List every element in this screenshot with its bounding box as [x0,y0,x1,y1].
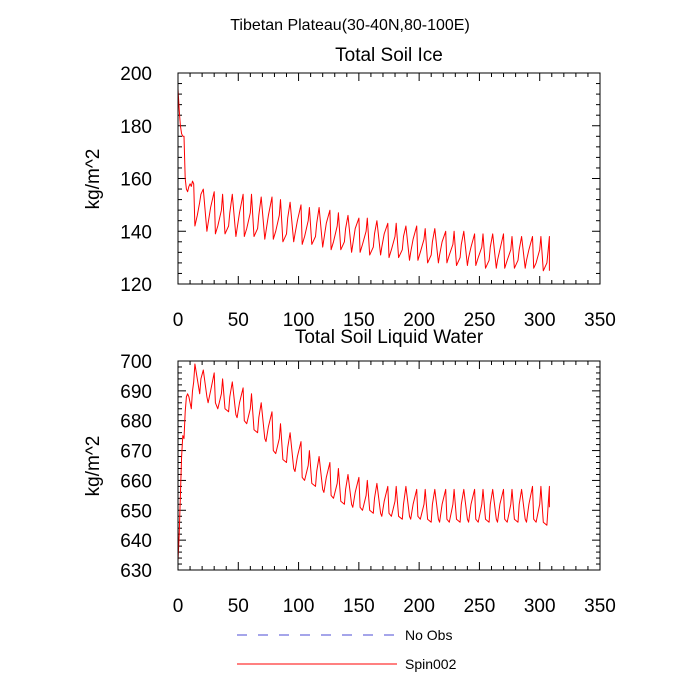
plot-area-liquid [177,363,550,562]
x-tick-label-ice: 50 [228,310,249,331]
x-tick-label-liquid: 100 [283,596,315,617]
x-tick-label-ice: 150 [343,310,375,331]
legend: No Obs Spin002 [237,627,457,672]
plot-frame-ice [177,72,601,285]
x-tick-label-liquid: 350 [584,596,616,617]
x-tick-label-liquid: 0 [173,596,184,617]
y-tick-label-ice: 140 [120,222,152,243]
tick-group-ice: 0 50 100 150 200 250 300 350 120 140 160 180 200 [120,64,616,331]
y-tick-label-liquid: 680 [120,412,152,433]
x-tick-label-ice: 250 [464,310,496,331]
y-axis-label-ice: kg/m^2 [83,149,104,210]
legend-label-no-obs: No Obs [405,627,452,643]
x-tick-label-liquid: 300 [524,596,556,617]
tick-group-liquid: 0 50 100 150 200 250 300 350 630 640 650 660 670 680 6… [120,352,616,617]
y-tick-label-ice: 160 [120,170,152,191]
y-tick-label-ice: 180 [120,117,152,138]
y-tick-label-liquid: 630 [120,561,152,582]
x-tick-label-ice: 0 [173,310,184,331]
series-line-spin002-ice [177,88,550,272]
series-line-spin002-liquid [177,363,550,562]
panel-title-liquid: Total Soil Liquid Water [295,327,484,348]
x-tick-label-liquid: 150 [343,596,375,617]
y-tick-label-ice: 120 [120,275,152,296]
y-tick-label-liquid: 650 [120,501,152,522]
figure-title: Tibetan Plateau(30-40N,80-100E) [230,17,470,34]
legend-label-spin002: Spin002 [405,656,457,672]
panel-total-soil-ice: Total Soil Ice kg/m^2 0 50 100 150 200 250 300… [83,45,616,331]
x-tick-label-liquid: 50 [228,596,249,617]
y-tick-label-liquid: 640 [120,531,152,552]
panel-title-ice: Total Soil Ice [335,45,443,66]
x-tick-label-liquid: 250 [464,596,496,617]
y-tick-label-liquid: 690 [120,382,152,403]
x-tick-label-ice: 300 [524,310,556,331]
y-axis-label-liquid: kg/m^2 [83,436,104,497]
x-tick-label-liquid: 200 [403,596,435,617]
y-tick-label-liquid: 700 [120,352,152,373]
x-tick-label-ice: 200 [403,310,435,331]
x-tick-label-ice: 350 [584,310,616,331]
plot-frame-liquid [177,360,601,571]
panel-total-soil-liquid-water: Total Soil Liquid Water kg/m^2 0 50 100 150… [83,327,616,617]
plot-area-ice [177,88,550,272]
y-tick-label-liquid: 670 [120,442,152,463]
y-tick-label-ice: 200 [120,64,152,85]
y-tick-label-liquid: 660 [120,471,152,492]
x-tick-label-ice: 100 [283,310,315,331]
